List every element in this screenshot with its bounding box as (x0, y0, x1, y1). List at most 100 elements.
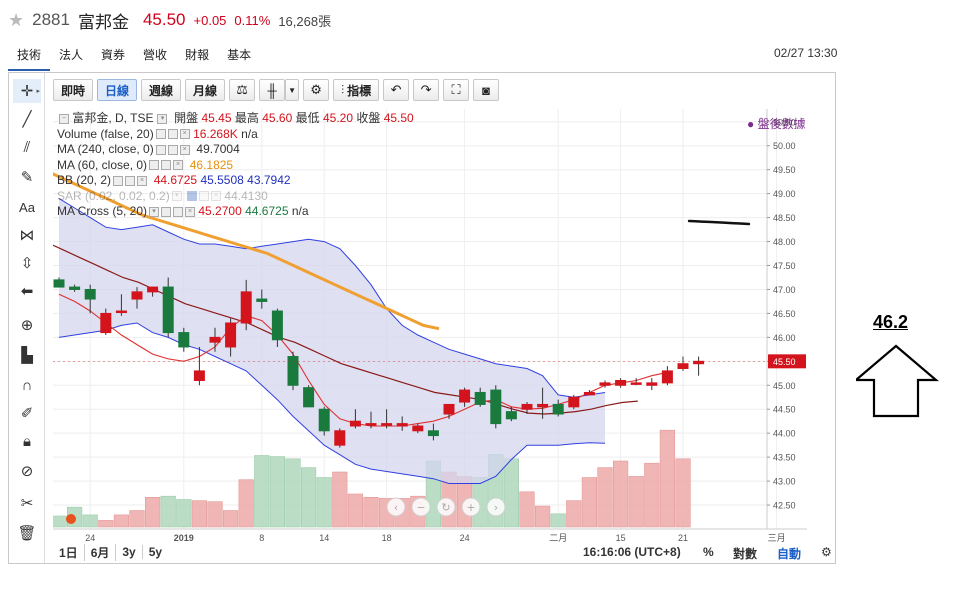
indicators-icon: ⫶ (341, 82, 345, 97)
ohlc-low-value: 45.20 (322, 111, 353, 125)
time-tick-label: 二月 (549, 533, 567, 543)
last-price-badge (768, 354, 806, 369)
legend-close-icon[interactable]: × (185, 206, 196, 217)
legend-toggle-icon[interactable]: − (59, 113, 69, 124)
volume-bar (612, 460, 629, 528)
tab-institutional[interactable]: 法人 (59, 48, 84, 62)
daily-button[interactable]: 日線 (97, 79, 138, 101)
price-tick-label: 48.50 (773, 213, 796, 223)
legend-sar: SAR (0.02, 0.02, 0.2) ▾ × 44.4130 (57, 189, 414, 205)
legend-eye-icon[interactable] (155, 129, 166, 140)
settings-tools-icon[interactable]: ✂ (20, 495, 34, 512)
redo-icon[interactable]: ↷ (413, 79, 440, 101)
price-tick-label: 48.00 (773, 237, 796, 247)
indicators-button[interactable]: ⫶ 指標 (333, 79, 380, 101)
chevron-down-icon[interactable]: ▼ (285, 79, 300, 101)
legend-title: 富邦金, D, TSE (72, 111, 154, 125)
legend-ma60-value: 46.1825 (189, 157, 234, 172)
tab-revenue[interactable]: 營收 (143, 48, 168, 62)
legend-eye-icon[interactable] (113, 175, 124, 186)
quote-datetime: 02/27 13:30 (774, 46, 838, 60)
chart-nav-control-icon[interactable] (411, 497, 431, 517)
hide-icon[interactable]: ⊘ (20, 463, 34, 480)
text-tool-icon[interactable]: Aa (19, 199, 35, 215)
legend-close-icon[interactable]: × (173, 160, 184, 171)
info-tabs: 技術 法人 資券 營收 財報 基本 (8, 44, 260, 71)
fib-tool-icon[interactable]: ⫽ (23, 138, 31, 156)
legend-macross: MA Cross (5, 20) ▾ × 45.2700 44.6725 n/a (57, 204, 414, 220)
percent-scale-button[interactable]: % (703, 545, 714, 559)
legend-eye-icon[interactable] (187, 191, 198, 202)
range-6m-button[interactable]: 6月 (85, 543, 117, 561)
chart-nav-glyph: + (466, 501, 475, 514)
candle-body (661, 370, 673, 384)
pattern-tool-icon[interactable]: ⋈ (19, 227, 35, 244)
trend-line-tool-icon[interactable]: ╱ (22, 111, 32, 128)
legend-close-icon[interactable]: × (179, 129, 190, 140)
legend-settings-icon[interactable] (161, 160, 172, 171)
legend-menu-icon[interactable]: ▾ (171, 191, 182, 202)
chart-legend: − 富邦金, D, TSE ▾ 開盤 45.45 最高 45.60 最低 45.… (57, 111, 414, 220)
fullscreen-icon[interactable]: ⛶ (443, 79, 470, 101)
lock-icon[interactable]: 🔒︎ (23, 432, 31, 450)
range-3y-button[interactable]: 3y (116, 545, 143, 559)
volume-bar (644, 462, 660, 528)
gear-icon[interactable]: ⚙ (303, 79, 330, 101)
favorite-star-icon[interactable]: ★ (8, 9, 25, 30)
after-hours-link[interactable]: ● 盤後數據 (747, 117, 806, 131)
tab-margin[interactable]: 資券 (101, 48, 126, 62)
legend-eye-icon[interactable] (155, 144, 166, 155)
crosshair-tool-icon[interactable]: ✛ ▸ (13, 79, 41, 103)
weekly-button[interactable]: 週線 (141, 79, 182, 101)
trash-icon[interactable]: 🗑︎ (17, 525, 37, 542)
chart-nav-control-icon[interactable] (461, 497, 481, 517)
candle-body (303, 387, 315, 408)
volume-bar (534, 505, 551, 528)
undo-icon[interactable]: ↶ (383, 79, 410, 101)
chart-nav-control-icon[interactable] (436, 497, 456, 517)
tab-financials[interactable]: 財報 (185, 48, 210, 62)
ohlc-open-value: 45.45 (201, 111, 232, 125)
legend-menu-icon[interactable]: ▾ (157, 113, 168, 124)
legend-eye-icon[interactable] (149, 160, 160, 171)
magnet-icon[interactable]: ∩ (21, 376, 33, 394)
pencil-lock-icon[interactable]: ✐ (20, 405, 34, 422)
bollinger-upper-line (58, 197, 606, 398)
chart-nav-control-icon[interactable] (486, 497, 506, 517)
range-1d-button[interactable]: 1日 (53, 543, 85, 561)
candle-body (209, 336, 221, 343)
candle-type-icon[interactable]: ╫ (259, 79, 286, 101)
legend-close-icon[interactable]: × (211, 191, 222, 202)
zoom-icon[interactable]: ⊕ (20, 317, 34, 334)
auto-scale-button[interactable]: 自動 (777, 547, 802, 561)
log-scale-button[interactable]: 對數 (733, 547, 758, 561)
intraday-button[interactable]: 即時 (53, 79, 94, 101)
volume-bar (238, 479, 254, 528)
price-chart[interactable]: 50.50 50.00 49.50 49.00 48.50 48.00 47.50 47.00… (53, 109, 807, 559)
measure-tool-icon[interactable]: ⇳ (20, 255, 34, 272)
volume-bar (269, 456, 286, 528)
tab-technical[interactable]: 技術 (8, 44, 51, 71)
ma60-line (53, 172, 440, 331)
legend-settings-icon[interactable] (167, 129, 178, 140)
arrow-left-icon[interactable]: ⬅ (20, 283, 34, 300)
range-5y-button[interactable]: 5y (148, 545, 163, 559)
monthly-button[interactable]: 月線 (185, 79, 226, 101)
legend-macross-extra: n/a (291, 204, 309, 218)
camera-icon[interactable]: ◙ (473, 79, 500, 101)
legend-settings-icon[interactable] (199, 191, 210, 202)
legend-settings-icon[interactable] (167, 144, 178, 155)
legend-settings-icon[interactable] (173, 206, 184, 217)
legend-menu-icon[interactable]: ▾ (149, 206, 160, 217)
legend-settings-icon[interactable] (125, 175, 136, 186)
chart-nav-control-icon[interactable] (386, 497, 406, 517)
legend-close-icon[interactable]: × (179, 144, 190, 155)
ruler-icon[interactable]: ▙ (21, 347, 33, 364)
volume-bar (98, 520, 114, 528)
legend-eye-icon[interactable] (161, 206, 172, 217)
compare-scale-icon[interactable]: ⚖ (229, 79, 256, 101)
tab-basics[interactable]: 基本 (227, 48, 252, 62)
brush-tool-icon[interactable]: ✎ (20, 169, 34, 186)
scale-settings-icon[interactable]: ⚙ (821, 545, 832, 559)
legend-close-icon[interactable]: × (137, 175, 148, 186)
